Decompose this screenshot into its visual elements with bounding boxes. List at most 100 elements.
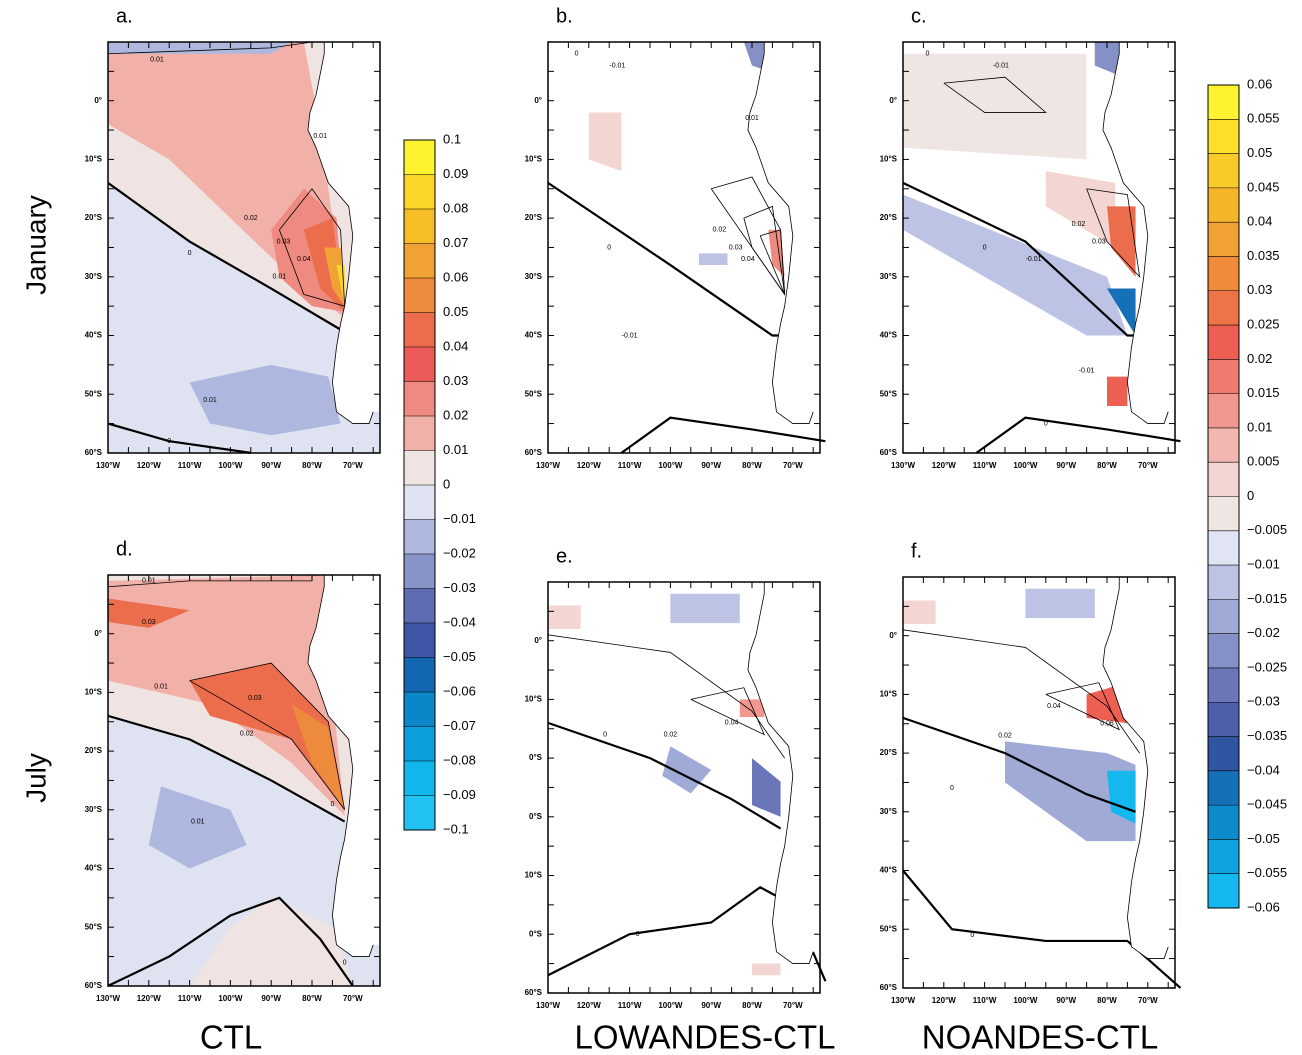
colorbar-label: −0.02 — [1247, 625, 1280, 640]
lat-tick-label: 10°S — [85, 688, 103, 697]
shaded-region — [189, 364, 341, 436]
shaded-region — [1107, 376, 1128, 406]
contour-label: 0 — [926, 51, 930, 58]
lon-tick-label: 110°W — [618, 461, 642, 470]
colorbar-label: −0.05 — [1247, 831, 1280, 846]
colorbar-label: −0.08 — [443, 752, 476, 767]
map-panel: 130°W 120°W 110°W 100°W 90°W 80°W 70°W 0° 10°S 20… — [525, 5, 826, 470]
lon-tick-label: 100°W — [1013, 461, 1038, 470]
colorbar-swatch — [404, 761, 435, 796]
shaded-region — [752, 963, 781, 976]
contour-line — [902, 629, 1140, 754]
contour-label: 0.03 — [248, 695, 262, 702]
lat-tick-label: 10°S — [525, 155, 543, 164]
contour-label: 0.02 — [240, 730, 254, 737]
contour-label: 0.03 — [1092, 238, 1106, 245]
colorbar-swatch — [404, 174, 435, 209]
colorbar-swatch — [404, 347, 435, 382]
colorbar-swatch — [1208, 702, 1239, 737]
shaded-region — [903, 600, 936, 624]
lat-tick-label: 40°S — [85, 331, 103, 340]
lon-tick-label: 110°W — [973, 461, 997, 470]
colorbar-label: −0.04 — [1247, 762, 1280, 777]
colorbar-swatch — [404, 278, 435, 313]
colorbar-label: −0.01 — [1247, 557, 1280, 572]
colorbar-label: 0.01 — [443, 442, 468, 457]
map-panel: 130°W 120°W 110°W 100°W 90°W 80°W 70°W 0° 10°S 20… — [85, 538, 386, 1003]
lat-tick-label: 50°S — [525, 389, 543, 398]
contour-line — [943, 76, 1047, 113]
panel-label: c. — [911, 5, 927, 27]
lon-tick-label: 110°W — [178, 461, 202, 470]
lon-tick-label: 100°W — [218, 461, 243, 470]
lon-tick-label: 90°W — [1056, 461, 1076, 470]
lon-tick-label: 130°W — [536, 461, 561, 470]
colorbar-label: 0.02 — [1247, 351, 1272, 366]
colorbar-label: 0.02 — [443, 407, 468, 422]
contour-label: 0 — [970, 932, 974, 939]
colorbar-label: 0.03 — [1247, 282, 1272, 297]
contour-label: 0 — [607, 244, 611, 251]
colorbar-label: −0.1 — [443, 821, 469, 836]
shaded-region — [670, 593, 740, 624]
colorbar-swatch — [1208, 839, 1239, 874]
land — [747, 42, 826, 424]
contour-label: 0.01 — [150, 56, 164, 63]
colorbar-swatch — [1208, 153, 1239, 188]
shaded-region — [752, 758, 781, 817]
lat-tick-label: 20°S — [880, 748, 898, 757]
colorbar-label: 0.07 — [443, 235, 468, 250]
contour-line — [759, 229, 786, 295]
colorbar-label: 0.05 — [443, 304, 468, 319]
colorbar-swatch — [1208, 599, 1239, 634]
lat-tick-label: 30°S — [525, 272, 543, 281]
contour-label: -0.01 — [609, 62, 625, 69]
lat-tick-label: 60°S — [880, 448, 898, 457]
land — [1102, 42, 1181, 424]
map-panel: 130°W 120°W 110°W 100°W 90°W 80°W 70°W 0° 10°S 20… — [880, 540, 1182, 1005]
colorbar-label: 0.045 — [1247, 179, 1280, 194]
lat-tick-label: 30°S — [880, 272, 898, 281]
lon-tick-label: 80°W — [302, 994, 322, 1003]
colorbar-swatch — [1208, 770, 1239, 806]
colorbar-swatch — [1208, 427, 1239, 463]
lat-tick-label: 50°S — [880, 389, 898, 398]
colorbar-swatch — [1208, 119, 1239, 154]
lon-tick-label: 70°W — [1138, 996, 1158, 1005]
contour-label: 0.01 — [313, 133, 327, 140]
shaded-region — [108, 42, 292, 54]
colorbar-swatch — [1208, 736, 1239, 771]
lon-tick-label: 90°W — [261, 461, 281, 470]
contour-label: 0 — [983, 244, 987, 251]
contour-label: 0.04 — [297, 256, 311, 263]
contour-label: 0.03 — [142, 619, 156, 626]
zero-contour — [107, 896, 354, 987]
lat-tick-label: 10°S — [880, 155, 898, 164]
shaded-region — [1025, 588, 1095, 619]
panel-label: d. — [116, 538, 133, 560]
coastline — [1102, 42, 1169, 424]
contour-label: 0.06 — [1100, 721, 1114, 728]
lon-tick-label: 120°W — [577, 1001, 602, 1010]
contour-line — [1045, 682, 1121, 731]
colorbar-swatch — [404, 450, 435, 485]
colorbar: 0.06 0.055 0.05 0.045 0.04 0.035 0.03 0.025 0.02… — [1207, 76, 1287, 914]
colorbar-label: −0.04 — [443, 614, 476, 629]
lon-tick-label: 70°W — [783, 1001, 803, 1010]
lon-tick-label: 100°W — [218, 994, 243, 1003]
colorbar-swatch — [1208, 290, 1239, 326]
colorbar-label: 0.035 — [1247, 248, 1280, 263]
panel-label: f. — [911, 540, 922, 562]
shaded-region — [903, 194, 1128, 336]
lat-tick-label: 20°S — [85, 746, 103, 755]
shaded-region — [291, 704, 345, 810]
shaded-region — [108, 598, 190, 628]
shaded-region — [588, 112, 622, 172]
lat-tick-label: 60°S — [85, 981, 103, 990]
contour-label: 0 — [636, 931, 640, 938]
colorbar-label: 0.015 — [1247, 385, 1280, 400]
colorbar-label: 0 — [1247, 488, 1254, 503]
colorbar-swatch — [1208, 565, 1239, 600]
map-panel: 130°W 120°W 110°W 100°W 90°W 80°W 70°W 0° 10°S 0°… — [525, 545, 827, 1010]
colorbar-label: −0.045 — [1247, 797, 1287, 812]
